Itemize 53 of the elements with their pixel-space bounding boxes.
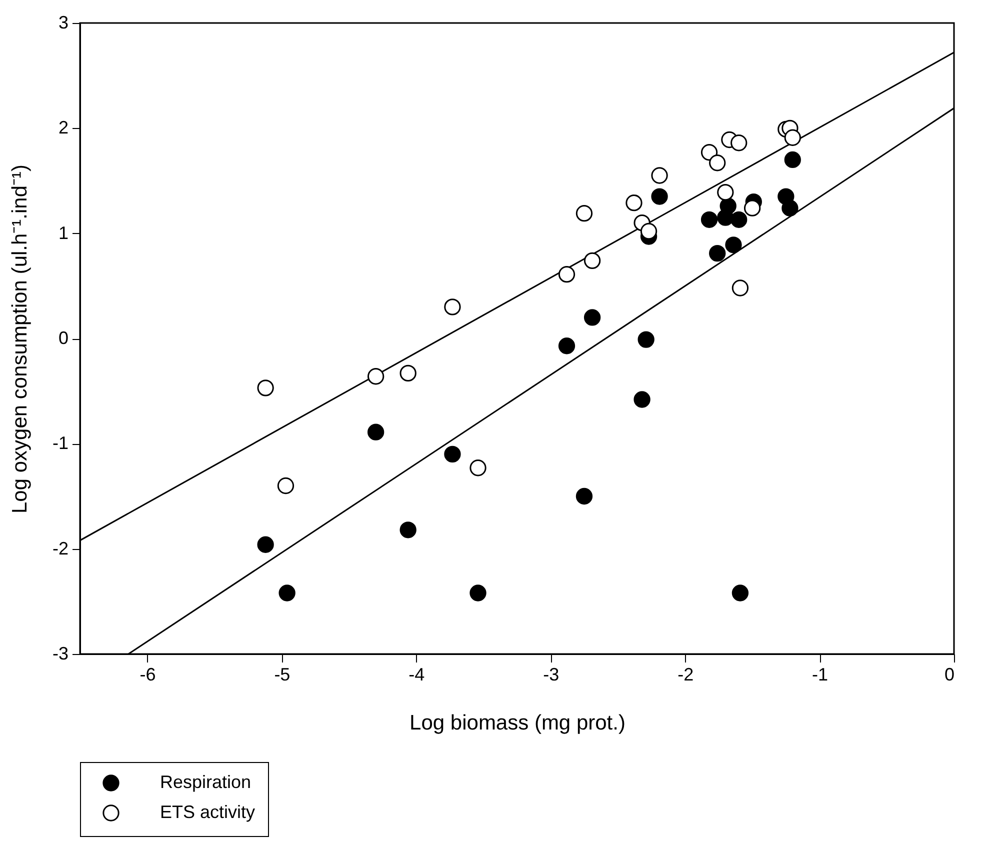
point [558,338,576,354]
point [278,584,296,602]
point [700,211,718,228]
point [558,266,576,283]
x-tick-label: 0 [944,664,954,684]
point [732,584,749,602]
point [444,298,461,316]
point [367,368,384,385]
point [584,309,601,326]
point [730,211,748,228]
point [651,167,668,184]
point [634,391,650,408]
point [782,200,798,216]
y-tick-label: -2 [52,538,68,558]
point [576,488,593,505]
y-tick-label: 0 [58,328,68,348]
y-tick-label: -3 [52,644,68,664]
point [638,331,654,348]
point [584,252,601,269]
point [470,460,486,476]
point [730,134,748,152]
point [732,280,749,296]
x-tick-label: -3 [543,664,560,684]
legend-label: ETS activity [160,802,256,822]
point [626,194,642,212]
point [651,188,668,205]
point [640,222,658,240]
y-tick-label: -1 [52,433,68,454]
point [784,151,801,168]
point [720,198,736,214]
y-tick-label: 1 [58,222,68,243]
point [367,424,384,440]
y-tick-label: 2 [58,118,68,138]
legend-label: Respiration [160,772,252,792]
point [257,536,274,553]
point [470,584,486,602]
y-axis-title: Log oxygen consumption (ul.h⁻¹.ind⁻¹) [8,164,32,514]
x-tick-label: -5 [274,664,290,684]
y-tick-label: 3 [58,12,68,32]
x-tick-label: -6 [140,664,156,684]
x-tick-label: -4 [408,664,425,684]
point [444,446,461,462]
x-axis-title: Log biomass (mg prot.) [410,712,626,734]
x-tick-label: -1 [812,664,828,684]
point [400,522,416,538]
point [709,244,726,262]
x-tick-label: -2 [678,664,694,684]
point [784,129,801,146]
point [257,380,274,396]
point [709,154,726,172]
point [744,200,761,216]
point [725,236,742,254]
point [400,364,416,382]
